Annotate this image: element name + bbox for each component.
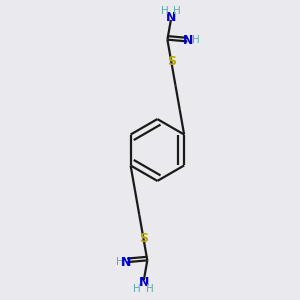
- Text: S: S: [167, 55, 176, 68]
- Text: H: H: [146, 284, 154, 295]
- Text: H: H: [160, 5, 168, 16]
- Text: N: N: [121, 256, 132, 269]
- Text: H: H: [173, 6, 181, 16]
- Text: N: N: [183, 34, 194, 47]
- Text: H: H: [192, 35, 200, 45]
- Text: N: N: [139, 276, 149, 289]
- Text: H: H: [134, 284, 141, 295]
- Text: N: N: [166, 11, 176, 24]
- Text: H: H: [116, 256, 124, 266]
- Text: S: S: [139, 232, 148, 245]
